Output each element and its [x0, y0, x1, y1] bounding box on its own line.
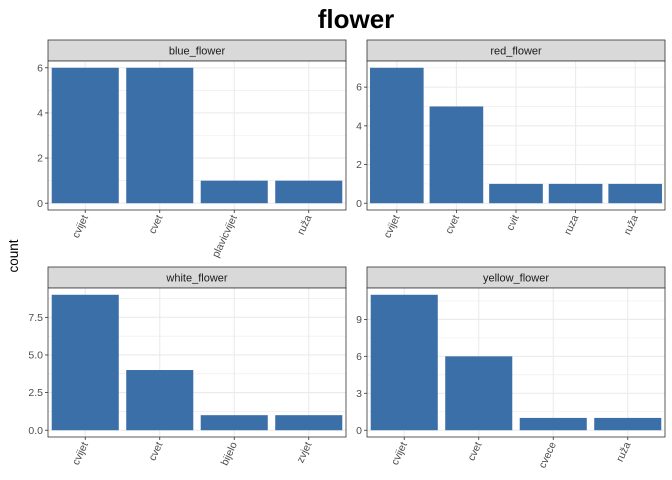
y-tick-label: 6 — [356, 351, 362, 363]
y-tick-label: 0 — [356, 425, 362, 437]
x-tick-label: cvit — [504, 213, 522, 232]
bar-blue-flower-1 — [126, 67, 194, 204]
x-tick-label: zvjet — [294, 440, 314, 465]
y-tick-label: 2.5 — [28, 387, 43, 399]
bar-blue-flower-0 — [51, 67, 119, 204]
y-tick-label: 6 — [37, 62, 43, 74]
bar-yellow-flower-2 — [519, 417, 587, 431]
x-tick-label: cvet — [146, 213, 165, 236]
x-tick-label: ruza — [562, 213, 582, 237]
y-tick-label: 0.0 — [28, 425, 43, 437]
panel-border — [366, 287, 666, 438]
y-tick-label: 9 — [356, 314, 362, 326]
x-tick-label: ruža — [621, 213, 641, 237]
facet-strip-label: blue_flower — [169, 46, 226, 58]
bar-blue-flower-3 — [275, 180, 343, 204]
bar-blue-flower-2 — [200, 180, 268, 204]
x-tick-label: cvijet — [382, 213, 403, 240]
y-tick-label: 2 — [37, 153, 43, 165]
bar-yellow-flower-3 — [594, 417, 662, 431]
bar-yellow-flower-1 — [445, 356, 513, 431]
x-tick-label: cvijet — [389, 440, 410, 467]
x-tick-label: cvijet — [70, 440, 91, 467]
x-tick-label: cvijet — [70, 213, 91, 240]
bar-white-flower-1 — [126, 370, 194, 431]
facet-panel-yellow-flower: yellow_flower 0 3 6 9 cvijet cvet cvece ruža — [356, 266, 666, 470]
bar-red-flower-4 — [608, 183, 663, 204]
facet-panel-white-flower: white_flower 0.0 2.5 5.0 7.5 cvijet cvet bijelo… — [28, 266, 347, 468]
x-tick-label: plavicvijet — [210, 213, 240, 259]
bar-red-flower-1 — [429, 106, 484, 204]
facet-panels: blue_flower 0 2 4 6 cvijet cvet plavicvijet ruža… — [28, 39, 666, 470]
facet-panel-blue-flower: blue_flower 0 2 4 6 cvijet cvet plavicvijet ruža — [37, 39, 347, 260]
x-tick-label: cvet — [443, 213, 462, 236]
bar-white-flower-2 — [200, 415, 268, 431]
facet-strip-label: red_flower — [490, 46, 542, 58]
y-tick-label: 7.5 — [28, 312, 43, 324]
y-tick-label: 0 — [37, 198, 43, 210]
y-tick-label: 0 — [356, 198, 362, 210]
y-tick-label: 2 — [356, 159, 362, 171]
facet-strip-label: white_flower — [165, 273, 227, 285]
y-axis-label: count — [6, 239, 21, 272]
x-tick-label: ruža — [295, 213, 315, 237]
panel-border — [47, 287, 347, 438]
bar-white-flower-3 — [275, 415, 343, 431]
y-tick-label: 4 — [356, 120, 362, 132]
y-tick-label: 6 — [356, 82, 362, 94]
bar-white-flower-0 — [51, 294, 119, 431]
chart-title: flower — [318, 4, 395, 34]
bar-red-flower-3 — [548, 183, 603, 204]
y-tick-label: 4 — [37, 108, 43, 120]
bar-red-flower-2 — [489, 183, 543, 204]
x-tick-label: cvet — [146, 440, 165, 463]
bar-yellow-flower-0 — [370, 294, 438, 431]
x-tick-label: bijelo — [219, 440, 240, 467]
x-tick-label: cvet — [465, 440, 484, 463]
x-tick-label: cvece — [536, 440, 559, 470]
facet-panel-red-flower: red_flower 0 2 4 6 cvijet cvet cvit ruza ruža — [356, 39, 666, 240]
panel-border — [47, 60, 347, 211]
y-tick-label: 5.0 — [28, 350, 43, 362]
x-tick-label: ruža — [614, 440, 634, 464]
y-tick-label: 3 — [356, 388, 362, 400]
bar-red-flower-0 — [369, 67, 424, 204]
facet-strip-label: yellow_flower — [483, 273, 549, 285]
